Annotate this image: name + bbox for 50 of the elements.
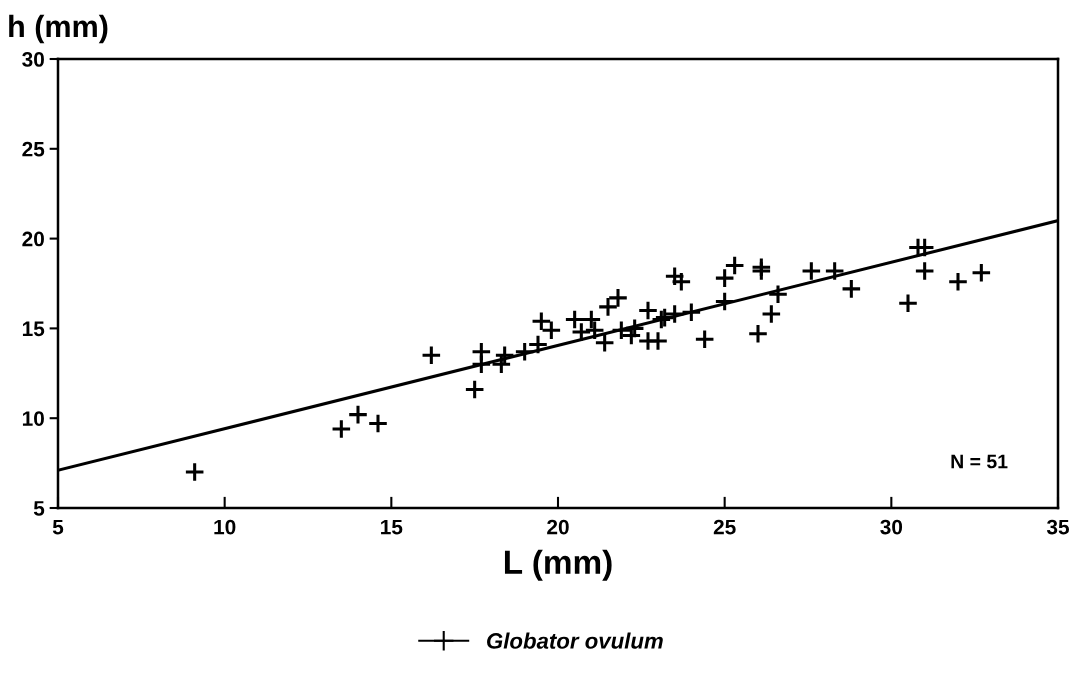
point	[594, 332, 615, 354]
point	[747, 323, 769, 345]
x-tick-label: 10	[214, 519, 236, 535]
annotation: N = 51	[951, 454, 1008, 469]
point	[694, 328, 715, 350]
point	[564, 309, 585, 330]
y-tick-label: 30	[22, 52, 44, 67]
point	[647, 330, 669, 352]
point	[841, 278, 862, 300]
point	[714, 291, 735, 312]
point	[611, 319, 632, 341]
point	[624, 318, 645, 339]
x-tick-label: 20	[547, 519, 569, 535]
point	[767, 283, 789, 305]
point	[471, 354, 492, 375]
point	[541, 319, 562, 341]
y-tick-label: 15	[22, 321, 45, 337]
x-axis-title: L (mm)	[504, 549, 612, 581]
point	[491, 354, 512, 375]
point	[184, 461, 205, 483]
point	[531, 310, 552, 332]
point	[801, 260, 822, 282]
y-tick-label: 25	[22, 141, 45, 157]
x-tick-label: 15	[381, 519, 403, 535]
x-tick-label: 30	[880, 519, 903, 535]
point	[421, 345, 442, 366]
point	[914, 260, 935, 282]
point	[681, 301, 702, 323]
point	[947, 271, 969, 293]
x-tick-label: 35	[1046, 519, 1070, 535]
point	[494, 345, 515, 366]
x-tick-label: 25	[713, 519, 736, 535]
legend-label: Globator ovulum	[487, 632, 663, 649]
point	[464, 379, 485, 400]
y-tick-label: 5	[33, 501, 45, 516]
point	[347, 404, 369, 425]
point	[584, 319, 605, 341]
point	[971, 262, 992, 284]
y-tick-label: 10	[22, 411, 44, 426]
y-axis-title: h (mm)	[9, 14, 108, 44]
point	[367, 413, 389, 434]
point	[761, 303, 782, 325]
point	[331, 418, 352, 440]
x-tick-label: 5	[52, 519, 64, 535]
point	[824, 260, 845, 282]
point	[664, 303, 685, 325]
y-tick-label: 20	[22, 231, 44, 247]
point	[897, 292, 919, 314]
point	[637, 300, 659, 321]
point	[671, 271, 692, 293]
